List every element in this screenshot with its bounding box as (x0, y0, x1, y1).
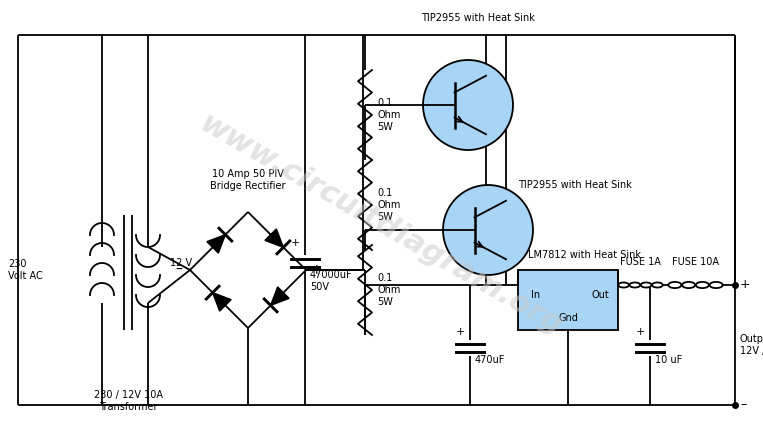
Ellipse shape (641, 283, 652, 288)
Polygon shape (271, 287, 289, 305)
Text: In: In (532, 290, 540, 300)
Text: FUSE 1A: FUSE 1A (620, 257, 661, 267)
Circle shape (423, 60, 513, 150)
Text: Out: Out (591, 290, 609, 300)
Text: 0.1
Ohm
5W: 0.1 Ohm 5W (377, 273, 401, 307)
Bar (518, 270, 618, 330)
Text: +: + (740, 279, 751, 292)
Text: 230
Volt AC: 230 Volt AC (8, 259, 43, 281)
Ellipse shape (629, 283, 640, 288)
Text: LM7812 with Heat Sink: LM7812 with Heat Sink (528, 250, 641, 260)
Ellipse shape (710, 282, 723, 288)
Text: Gnd: Gnd (558, 313, 578, 323)
Polygon shape (213, 292, 231, 311)
Text: 12 V: 12 V (170, 258, 192, 268)
Text: Output
12V / 10A: Output 12V / 10A (740, 334, 763, 356)
Ellipse shape (652, 283, 663, 288)
Text: +: + (291, 238, 300, 248)
Text: –: – (175, 263, 182, 277)
Text: +: + (311, 263, 323, 277)
Ellipse shape (682, 282, 695, 288)
Text: 47000uF
50V: 47000uF 50V (310, 270, 353, 292)
Text: –: – (740, 398, 746, 412)
Polygon shape (265, 229, 283, 248)
Text: www.circuitdiagram.org: www.circuitdiagram.org (195, 108, 568, 341)
Text: 0.1
Ohm
5W: 0.1 Ohm 5W (377, 98, 401, 132)
Text: TIP2955 with Heat Sink: TIP2955 with Heat Sink (518, 180, 632, 190)
Ellipse shape (618, 283, 629, 288)
Text: 10 Amp 50 PIV
Bridge Rectifier: 10 Amp 50 PIV Bridge Rectifier (211, 169, 286, 191)
Ellipse shape (696, 282, 709, 288)
Text: FUSE 10A: FUSE 10A (672, 257, 719, 267)
Text: TIP2955 with Heat Sink: TIP2955 with Heat Sink (421, 13, 535, 23)
Polygon shape (207, 235, 225, 253)
Ellipse shape (668, 282, 681, 288)
Text: 230 / 12V 10A
Transformer: 230 / 12V 10A Transformer (94, 390, 163, 412)
Circle shape (443, 185, 533, 275)
Text: +: + (636, 327, 645, 337)
Text: 10 uF: 10 uF (655, 355, 682, 365)
Text: 470uF: 470uF (475, 355, 505, 365)
Text: +: + (456, 327, 465, 337)
Text: 0.1
Ohm
5W: 0.1 Ohm 5W (377, 188, 401, 222)
